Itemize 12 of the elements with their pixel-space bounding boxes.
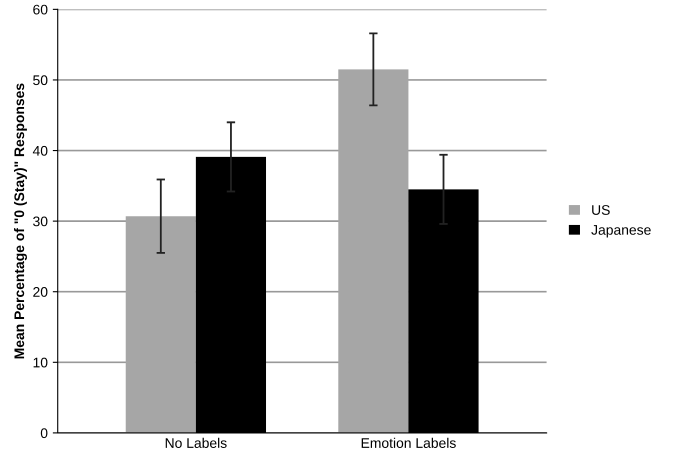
y-axis-title: Mean Percentage of "0 (Stay)" Responses (14, 84, 27, 358)
y-tick-label: 30 (33, 216, 48, 226)
y-tick-label: 40 (32, 146, 48, 156)
y-tick-label: 20 (33, 287, 48, 297)
y-tick-label: 0 (40, 428, 48, 438)
y-tick-label: 50 (33, 75, 48, 86)
y-tick-label: 60 (33, 4, 48, 15)
legend-label: Japanese (591, 225, 651, 238)
legend-label: US (592, 205, 610, 215)
x-tick-label: Emotion Labels (362, 438, 456, 448)
y-tick-label: 10 (34, 358, 48, 368)
x-tick-label: No Labels (166, 438, 227, 448)
